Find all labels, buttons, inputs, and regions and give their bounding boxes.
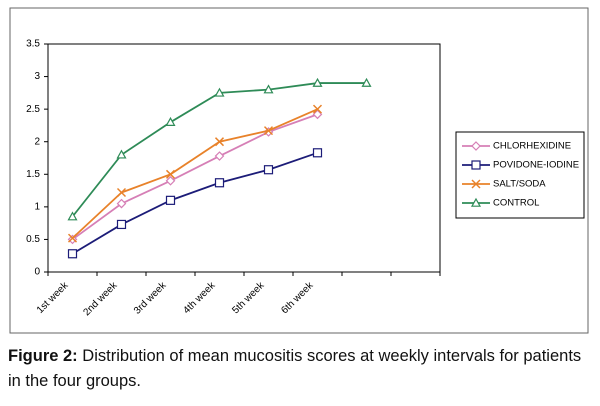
point [116,187,127,198]
point [470,197,482,207]
y-tick-label: 0 [34,267,40,278]
caption-label: Figure 2: [8,347,78,365]
point [471,141,481,151]
x-tick-label: 4th week [181,280,218,317]
point [263,84,274,94]
x-tick-label: 1st week [35,280,71,316]
point [214,87,225,97]
point [312,109,323,120]
y-tick-label: 2.5 [26,104,40,115]
point [263,126,274,136]
point [214,137,225,147]
point [471,179,481,189]
caption-text: Distribution of mean mucositis scores at… [8,347,582,390]
point [116,149,127,159]
point [214,151,225,161]
x-tick-label: 6th week [279,280,316,317]
point [67,233,78,243]
y-tick-label: 0.5 [26,234,40,245]
caption: Figure 2: Distribution of mean mucositis… [8,344,598,394]
point [471,160,481,170]
legend-label: POVIDONE-IODINE [493,160,579,171]
x-tick-label: 5th week [230,280,267,317]
y-tick-label: 1.5 [26,169,40,180]
series-line [71,108,318,239]
point [67,249,78,259]
y-tick-label: 2 [34,136,40,147]
point [165,169,176,179]
y-tick-label: 1 [34,201,40,212]
legend-label: SALT/SODA [493,179,546,190]
point [116,219,127,230]
point [312,148,323,158]
x-tick-label: 2nd week [81,280,120,319]
point [165,195,176,205]
point [116,198,127,209]
legend-label: CHLORHEXIDINE [493,141,571,152]
plot-area [47,43,441,273]
y-tick-label: 3 [34,71,40,82]
point [214,178,225,188]
point [165,175,176,186]
legend-label: CONTROL [493,198,539,209]
point [263,165,274,175]
x-tick-label: 3rd week [132,280,169,317]
point [67,211,78,221]
point [312,77,323,87]
series-line [71,113,318,241]
chart: 0 0.5 1 1.5 2 2.5 3 3.5 1st week 2nd week 3rd week… [9,7,589,334]
chart-frame [9,7,589,334]
point [361,77,372,87]
series-line [72,151,318,255]
point [165,116,176,126]
y-tick-label: 3.5 [26,39,40,50]
point [312,104,323,114]
